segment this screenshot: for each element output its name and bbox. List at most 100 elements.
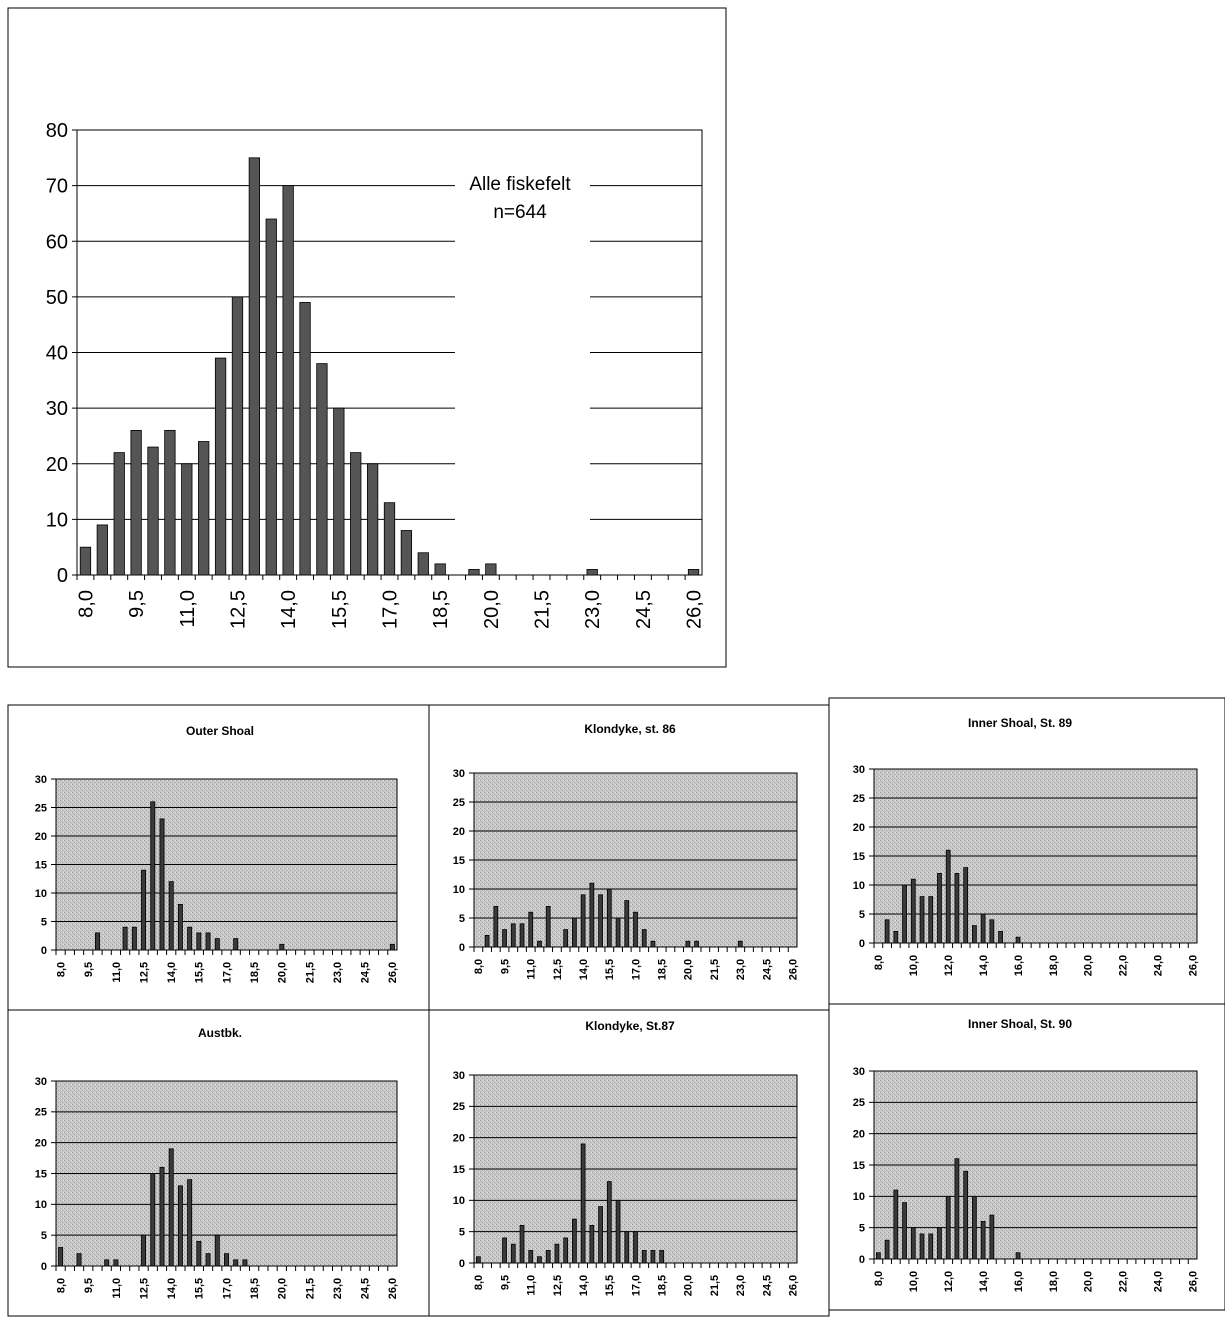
y-tick-label: 20 (453, 826, 465, 838)
y-tick-label: 20 (853, 822, 865, 834)
bar (633, 911, 638, 948)
bar (537, 1256, 542, 1264)
y-tick-label: 5 (459, 1227, 465, 1239)
bar (528, 1250, 534, 1264)
x-tick-label: 14,0 (978, 1271, 990, 1292)
bar (502, 929, 507, 948)
x-tick-label: 20,0 (683, 959, 695, 980)
x-tick-label: 14,0 (578, 959, 590, 980)
x-tick-label: 15,5 (604, 959, 616, 980)
x-tick-label: 12,5 (552, 1275, 564, 1296)
bar (233, 1259, 239, 1267)
bar (113, 452, 125, 576)
chart-title: Klondyke, st. 86 (584, 722, 676, 736)
bar (884, 919, 890, 944)
bar (980, 913, 986, 944)
y-tick-label: 0 (459, 942, 465, 954)
bar (141, 1234, 147, 1267)
bar (624, 900, 630, 948)
chart-6: 0 5 10 15 20 25 30 8,0 9,5 11,0 12,5 14,0 15,5 17,0 18… (428, 1009, 830, 1317)
bar (737, 940, 743, 948)
bar (586, 569, 598, 576)
chart-7: 0 5 10 15 20 25 30 8,0 10,0 12,0 14,0 16,0 18,0 20,0 2… (828, 1003, 1225, 1311)
y-tick-label: 25 (35, 1107, 47, 1119)
x-tick-label: 18,5 (249, 1278, 261, 1299)
bar (177, 1185, 183, 1267)
y-tick-label: 0 (41, 945, 47, 957)
bar (580, 894, 586, 948)
x-tick-label: 11,0 (526, 1275, 538, 1296)
chart-title: Alle fiskefelt (469, 174, 571, 195)
x-tick-label: 15,5 (329, 590, 351, 629)
y-tick-label: 30 (35, 774, 47, 786)
x-tick-label: 21,5 (709, 959, 721, 980)
bar (554, 1243, 560, 1264)
bar (350, 452, 362, 576)
bar (963, 867, 969, 944)
x-tick-label: 14,0 (278, 590, 300, 629)
bar (919, 1233, 925, 1260)
y-tick-label: 5 (459, 913, 465, 925)
x-tick-label: 9,5 (83, 962, 95, 977)
bar (316, 363, 328, 576)
bar (493, 906, 499, 948)
bar (400, 530, 413, 576)
bar (615, 917, 621, 948)
x-tick-label: 20,0 (277, 962, 289, 983)
x-tick-label: 23,0 (332, 962, 344, 983)
bar (476, 1256, 481, 1264)
bar (910, 1227, 916, 1260)
x-tick-label: 21,5 (304, 962, 316, 983)
bar (333, 407, 345, 576)
bar (685, 940, 691, 948)
bar (545, 1250, 551, 1264)
bar (980, 1221, 986, 1260)
x-tick-label: 18,5 (657, 959, 669, 980)
y-tick-label: 50 (46, 287, 68, 309)
x-tick-label: 20,0 (1083, 1271, 1095, 1292)
bar (248, 157, 261, 576)
bar (484, 935, 490, 948)
bar (989, 919, 995, 944)
bar (624, 1231, 630, 1264)
x-tick-label: 14,0 (166, 962, 178, 983)
bar (279, 943, 285, 951)
x-tick-label: 8,0 (55, 1278, 67, 1293)
y-tick-label: 10 (853, 1191, 865, 1203)
x-tick-label: 18,5 (249, 962, 261, 983)
y-tick-label: 15 (35, 859, 47, 871)
y-tick-label: 0 (41, 1261, 47, 1273)
bar (231, 296, 244, 576)
y-tick-label: 10 (35, 1199, 47, 1211)
x-tick-label: 10,0 (908, 955, 920, 976)
bar (468, 569, 480, 576)
bar (876, 1252, 881, 1260)
bar (954, 1158, 960, 1260)
bar (122, 926, 128, 951)
bar (884, 1239, 890, 1260)
x-tick-label: 8,0 (55, 962, 67, 977)
bar (159, 818, 165, 951)
x-tick-label: 8,0 (75, 590, 97, 618)
x-tick-label: 11,0 (526, 959, 538, 980)
chart-2: 0 5 10 15 20 25 30 8,0 9,5 11,0 12,5 14,0 15,5 17,0 18… (7, 704, 430, 1012)
x-tick-label: 14,0 (578, 1275, 590, 1296)
x-tick-label: 26,0 (387, 962, 399, 983)
bar (434, 563, 446, 576)
y-tick-label: 0 (859, 1254, 865, 1266)
y-tick-label: 10 (35, 888, 47, 900)
x-tick-label: 22,0 (1118, 955, 1130, 976)
bar (282, 185, 294, 576)
x-tick-label: 11,0 (111, 962, 123, 983)
bar (196, 1240, 202, 1267)
bar (214, 938, 220, 951)
x-tick-label: 26,0 (1187, 1271, 1199, 1292)
x-tick-label: 17,0 (380, 590, 402, 629)
bar (633, 1231, 638, 1264)
x-tick-label: 26,0 (787, 1275, 799, 1296)
y-tick-label: 20 (35, 1138, 47, 1150)
x-tick-label: 12,0 (943, 1271, 955, 1292)
bar (168, 1148, 174, 1267)
y-tick-label: 25 (853, 793, 865, 805)
